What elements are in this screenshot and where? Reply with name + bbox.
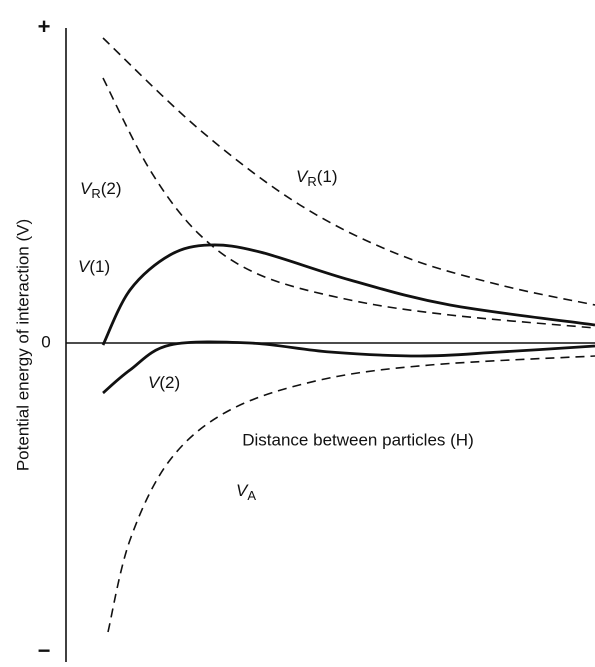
curve — [107, 355, 595, 633]
curve-symbol: V — [296, 167, 309, 186]
curve — [102, 37, 595, 306]
curve-subscript: A — [247, 488, 256, 503]
curve-label: V(2) — [148, 373, 180, 392]
curve — [102, 77, 595, 329]
curve — [102, 340, 595, 395]
curve-suffix: (2) — [101, 179, 122, 198]
curve — [101, 243, 595, 346]
minus-label: − — [38, 638, 51, 663]
curve-subscript: R — [91, 186, 100, 201]
curves: VR(2)VR(1)V(1)V(2)VA — [78, 37, 595, 633]
curve-symbol: V — [78, 257, 91, 276]
curve-label: VR(1) — [296, 167, 338, 189]
curve-symbol: V — [148, 373, 161, 392]
curve-suffix: (1) — [317, 167, 338, 186]
curve-label: V(1) — [78, 257, 110, 276]
curve-symbol: V — [236, 481, 249, 500]
curve-label: VA — [236, 481, 256, 503]
curve-subscript: R — [307, 174, 316, 189]
plus-label: + — [38, 14, 51, 39]
curve-suffix: (2) — [159, 373, 180, 392]
curve-suffix: (1) — [89, 257, 110, 276]
x-axis-label: Distance between particles (H) — [242, 430, 473, 449]
y-axis-label: Potential energy of interaction (V) — [13, 219, 32, 471]
curve-symbol: V — [80, 179, 93, 198]
zero-label: 0 — [41, 332, 50, 351]
curve-label: VR(2) — [80, 179, 122, 201]
